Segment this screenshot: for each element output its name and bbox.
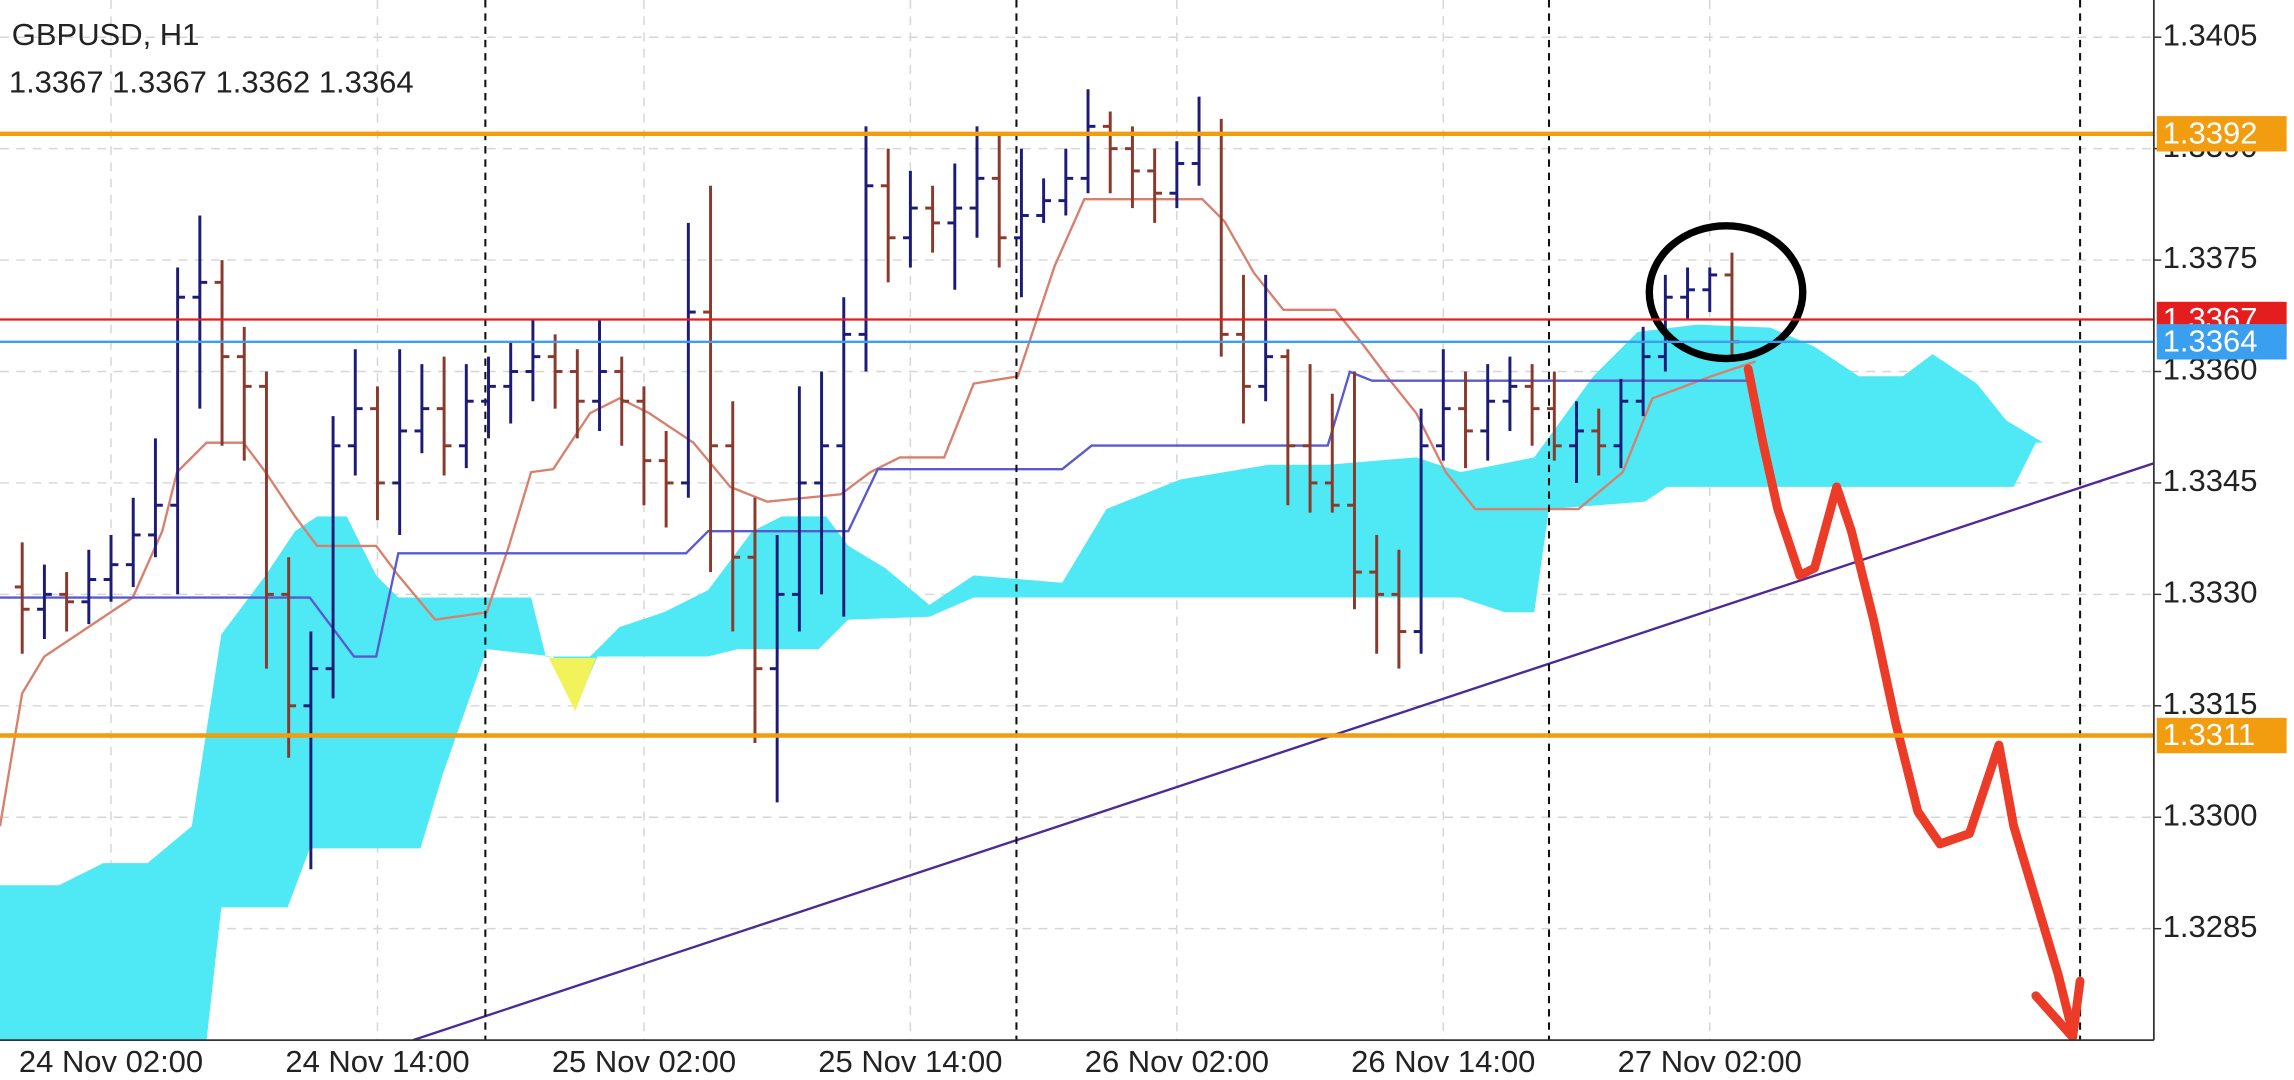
y-tick-label: 1.3330 xyxy=(2163,575,2258,610)
kijun-line xyxy=(0,370,1749,658)
chart-title: GBPUSD, H1 xyxy=(12,17,200,52)
ichimoku-cloud xyxy=(0,324,2154,1041)
y-tick-label: 1.3345 xyxy=(2163,463,2258,498)
price-bars xyxy=(14,89,1740,870)
axes: 1.34051.33901.33751.33601.33451.33301.33… xyxy=(19,17,2287,1079)
highlight-circle xyxy=(1645,222,1807,363)
level-label-box xyxy=(2156,116,2287,152)
y-tick-label: 1.3285 xyxy=(2163,909,2258,944)
session-separators xyxy=(484,0,2082,1041)
cloud-twist xyxy=(548,658,596,712)
price-axis-panel xyxy=(2153,0,2294,1080)
y-tick-label: 1.3315 xyxy=(2163,686,2258,721)
y-tick-label: 1.3300 xyxy=(2163,797,2258,832)
y-tick-label: 1.3405 xyxy=(2163,17,2258,52)
x-tick-label: 27 Nov 02:00 xyxy=(1618,1044,1802,1079)
forecast-arrow xyxy=(1743,364,2078,1038)
ohlc-readout: 1.3367 1.3367 1.3362 1.3364 xyxy=(9,64,414,99)
level-label: 1.3364 xyxy=(2163,323,2258,358)
x-tick-label: 26 Nov 02:00 xyxy=(1085,1044,1269,1079)
x-tick-label: 25 Nov 14:00 xyxy=(818,1044,1002,1079)
level-label: 1.3311 xyxy=(2163,717,2255,752)
x-tick-label: 24 Nov 02:00 xyxy=(19,1044,203,1079)
price-levels xyxy=(0,131,2154,738)
x-tick-label: 26 Nov 14:00 xyxy=(1351,1044,1535,1079)
annotations xyxy=(1645,222,2085,1041)
y-tick-label: 1.3375 xyxy=(2163,240,2258,275)
forecast-arrow-head xyxy=(2031,976,2085,1041)
indicators xyxy=(0,0,2154,1041)
x-tick-label: 25 Nov 02:00 xyxy=(552,1044,736,1079)
level-label-box xyxy=(2156,324,2287,360)
level-label-box xyxy=(2156,717,2287,754)
level-label: 1.3392 xyxy=(2163,115,2258,150)
x-tick-label: 24 Nov 14:00 xyxy=(285,1044,469,1079)
trend-line xyxy=(412,462,2154,1041)
